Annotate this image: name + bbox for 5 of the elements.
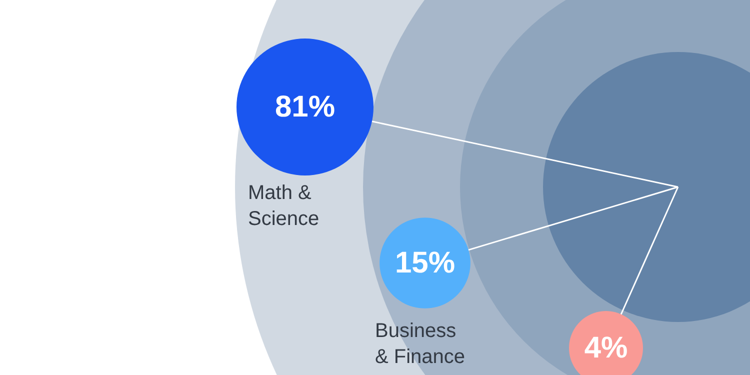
category-label: Math & Science bbox=[248, 182, 320, 230]
data-label: 15% bbox=[394, 246, 456, 280]
category-label: Business & Finance bbox=[375, 320, 466, 368]
data-label: 81% bbox=[274, 90, 336, 124]
data-label: 4% bbox=[584, 332, 628, 364]
